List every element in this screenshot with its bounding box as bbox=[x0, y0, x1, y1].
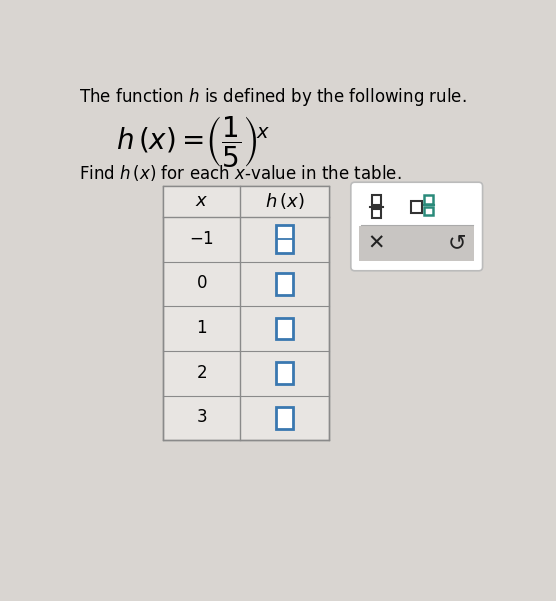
FancyBboxPatch shape bbox=[372, 195, 381, 204]
Text: $1$: $1$ bbox=[196, 320, 207, 337]
FancyBboxPatch shape bbox=[424, 207, 433, 215]
Text: $2$: $2$ bbox=[196, 365, 207, 382]
FancyBboxPatch shape bbox=[276, 273, 293, 294]
Text: $x$: $x$ bbox=[195, 192, 208, 210]
FancyBboxPatch shape bbox=[410, 201, 422, 213]
Text: $3$: $3$ bbox=[196, 409, 207, 426]
Text: ↺: ↺ bbox=[448, 233, 466, 254]
FancyBboxPatch shape bbox=[162, 186, 329, 440]
FancyBboxPatch shape bbox=[276, 318, 293, 340]
FancyBboxPatch shape bbox=[351, 182, 483, 271]
FancyBboxPatch shape bbox=[276, 407, 293, 429]
Text: $0$: $0$ bbox=[196, 275, 207, 292]
FancyBboxPatch shape bbox=[162, 186, 329, 217]
Text: ✕: ✕ bbox=[368, 233, 385, 254]
FancyBboxPatch shape bbox=[276, 225, 293, 253]
Text: $h\,(x)$: $h\,(x)$ bbox=[265, 192, 304, 212]
FancyBboxPatch shape bbox=[424, 195, 433, 204]
Text: Find $h\,(x)$ for each $x$-value in the table.: Find $h\,(x)$ for each $x$-value in the … bbox=[79, 163, 401, 183]
Text: The function $h$ is defined by the following rule.: The function $h$ is defined by the follo… bbox=[79, 86, 466, 108]
FancyBboxPatch shape bbox=[359, 226, 474, 261]
Text: $-1$: $-1$ bbox=[188, 231, 214, 248]
FancyBboxPatch shape bbox=[372, 209, 381, 218]
FancyBboxPatch shape bbox=[276, 362, 293, 384]
Text: $h\,(x)=\!\left(\dfrac{1}{5}\right)^{\!x}$: $h\,(x)=\!\left(\dfrac{1}{5}\right)^{\!x… bbox=[116, 114, 270, 169]
